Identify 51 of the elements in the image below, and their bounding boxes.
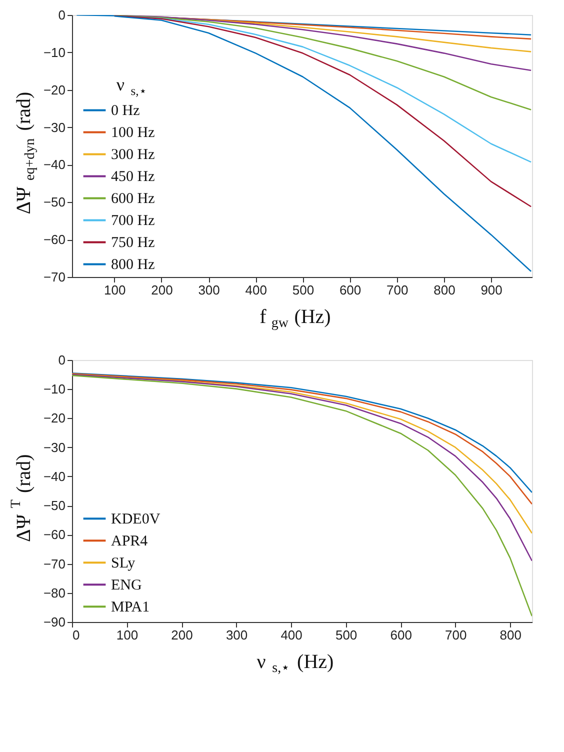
- x-tick-label: 500: [335, 628, 358, 642]
- y-tick-label: −30: [43, 440, 66, 455]
- y-tick-label: −90: [43, 614, 66, 630]
- y-tick-label: −10: [43, 382, 66, 397]
- y-tick-label: −40: [43, 157, 66, 172]
- x-tick-label: 800: [434, 282, 456, 298]
- legend-label: 300 Hz: [111, 147, 156, 164]
- x-tick-label: 700: [444, 628, 467, 642]
- legend-label: 100 Hz: [111, 125, 156, 142]
- legend-label: 0 Hz: [111, 103, 140, 120]
- y-tick-label: −60: [43, 232, 66, 248]
- legend-label: 700 Hz: [111, 213, 156, 230]
- y-tick-label: −40: [43, 468, 66, 484]
- x-tick-label: 0: [72, 628, 80, 642]
- legend-label: 600 Hz: [111, 191, 156, 208]
- legend-label: APR4: [111, 534, 148, 550]
- legend-label: 800 Hz: [111, 257, 156, 274]
- y-tick-label: 0: [58, 8, 66, 22]
- x-tick-label: 100: [104, 282, 126, 298]
- x-tick-label: 200: [171, 628, 193, 642]
- x-tick-label: 600: [339, 282, 362, 298]
- x-tick-label: 300: [198, 282, 220, 298]
- y-tick-label: 0: [58, 352, 66, 368]
- x-tick-label: 400: [245, 282, 267, 298]
- legend-label: MPA1: [111, 600, 150, 616]
- legend-label: SLy: [111, 556, 136, 572]
- x-tick-label: 400: [280, 628, 302, 642]
- x-tick-label: 700: [386, 282, 408, 298]
- x-tick-label: 100: [116, 628, 138, 642]
- y-tick-label: −70: [43, 270, 66, 284]
- x-tick-label: 800: [500, 628, 522, 642]
- x-tick-label: 200: [151, 282, 173, 298]
- legend-label: KDE0V: [111, 512, 160, 528]
- x-tick-label: 600: [390, 628, 412, 642]
- y-tick-label: −80: [43, 585, 66, 600]
- y-tick-label: −20: [43, 82, 66, 98]
- y-tick-label: −30: [43, 120, 66, 135]
- legend-label: 750 Hz: [111, 235, 156, 252]
- x-tick-label: 300: [226, 628, 248, 642]
- y-tick-label: −50: [43, 194, 66, 210]
- y-axis-title: ΔΨT (rad): [9, 454, 35, 542]
- y-tick-label: −70: [43, 556, 66, 572]
- y-tick-label: −10: [43, 44, 66, 60]
- y-tick-label: −60: [43, 527, 66, 542]
- x-tick-label: 900: [480, 282, 502, 298]
- legend-label: ENG: [111, 578, 142, 594]
- y-tick-label: −20: [43, 410, 66, 426]
- y-axis-title: ΔΨeq+dyn (rad): [13, 92, 38, 214]
- x-tick-label: 500: [292, 282, 314, 298]
- legend-label: 450 Hz: [111, 169, 156, 186]
- y-tick-label: −50: [43, 498, 66, 514]
